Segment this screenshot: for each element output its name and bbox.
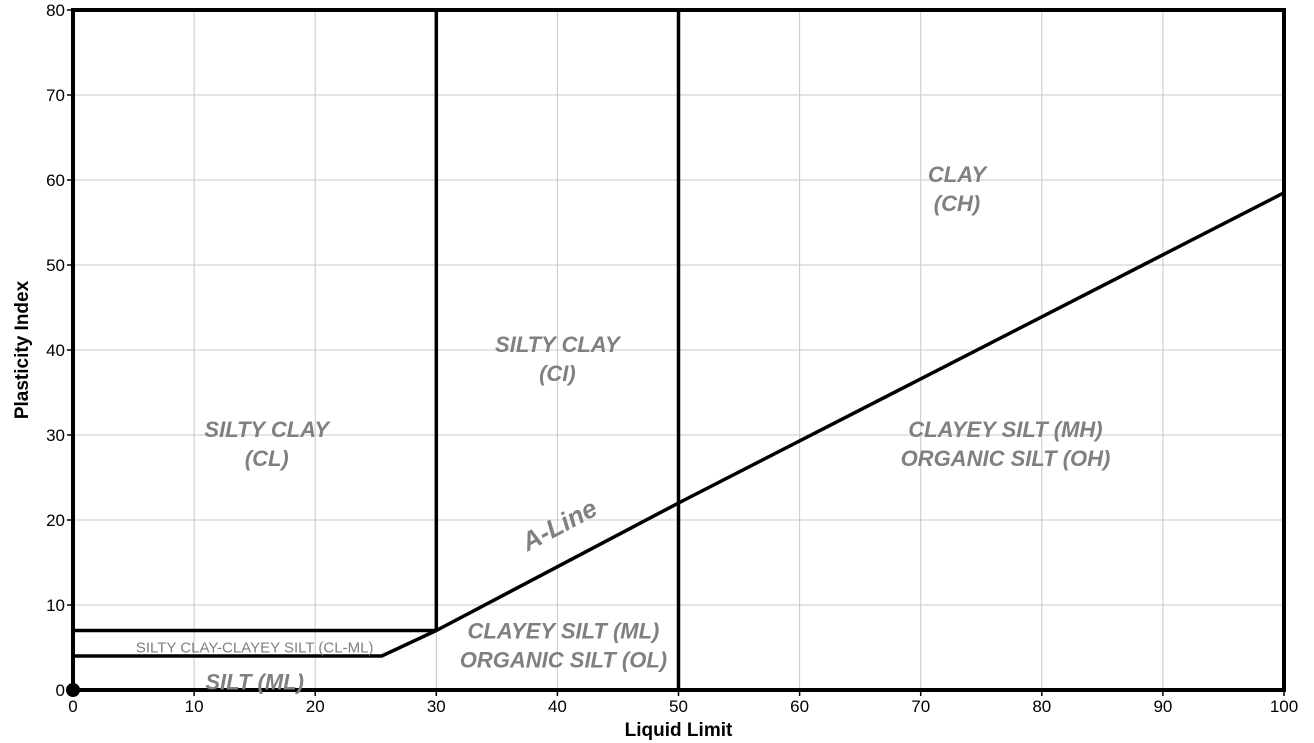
zone-label: SILTY CLAY-CLAYEY SILT (CL-ML) — [136, 640, 374, 657]
zone-label: CLAYEY SILT (MH) — [908, 417, 1102, 442]
y-tick-label: 80 — [46, 1, 65, 20]
origin-marker — [66, 683, 80, 697]
zone-label: SILTY CLAY — [495, 332, 622, 357]
x-tick-label: 0 — [68, 697, 77, 716]
zone-label: ORGANIC SILT (OL) — [460, 647, 667, 672]
zone-boundary — [73, 628, 438, 658]
zone-labels: CLAY (CH) SILTY CLAY (CI) SILTY CLAY (CL) CLAY… — [136, 162, 1111, 695]
y-tick-label: 70 — [46, 86, 65, 105]
axis-ticks: 0 10 20 30 40 50 60 70 80 90 100 0 10 20 30 40 50 60 70 80 — [46, 1, 1298, 716]
x-tick-label: 50 — [669, 697, 688, 716]
zone-label: (CL) — [245, 446, 289, 471]
zone-label: (CI) — [539, 361, 576, 386]
x-tick-label: 100 — [1270, 697, 1298, 716]
zone-boundaries — [73, 10, 1285, 690]
zone-label: CLAYEY SILT (ML) — [468, 618, 660, 643]
y-tick-label: 0 — [56, 681, 65, 700]
x-tick-label: 70 — [911, 697, 930, 716]
y-tick-label: 10 — [46, 596, 65, 615]
x-tick-label: 10 — [185, 697, 204, 716]
x-tick-label: 20 — [306, 697, 325, 716]
y-tick-label: 30 — [46, 426, 65, 445]
zone-label: SILT (ML) — [205, 670, 304, 695]
zone-label: (CH) — [934, 191, 980, 216]
y-axis-label: Plasticity Index — [12, 280, 33, 419]
x-tick-label: 40 — [548, 697, 567, 716]
zone-label: SILTY CLAY — [204, 417, 331, 442]
x-tick-label: 90 — [1153, 697, 1172, 716]
zone-label: ORGANIC SILT (OH) — [901, 446, 1111, 471]
x-tick-label: 80 — [1032, 697, 1051, 716]
y-tick-label: 60 — [46, 171, 65, 190]
x-tick-label: 30 — [427, 697, 446, 716]
y-tick-label: 20 — [46, 511, 65, 530]
zone-label: CLAY — [928, 162, 989, 187]
y-tick-label: 40 — [46, 341, 65, 360]
x-tick-label: 60 — [790, 697, 809, 716]
y-tick-label: 50 — [46, 256, 65, 275]
x-axis-label: Liquid Limit — [625, 720, 733, 741]
